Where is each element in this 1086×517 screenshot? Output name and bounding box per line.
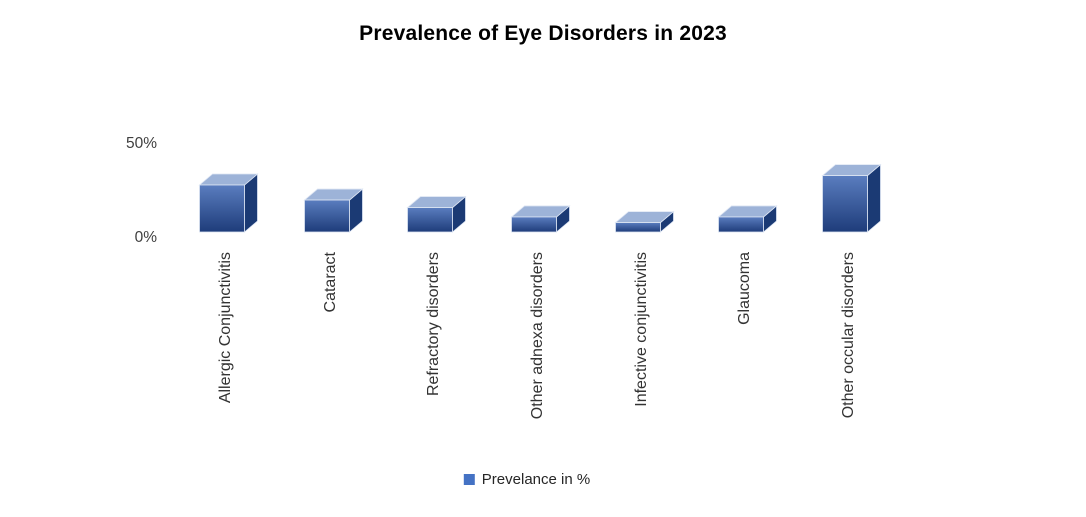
bar-side-face <box>867 163 881 233</box>
x-axis-labels-group: Allergic Conjunctivitis Cataract Refractor… <box>217 251 857 419</box>
x-axis-category-label: Cataract <box>322 251 339 312</box>
bar-3d <box>717 205 778 233</box>
y-axis-tick-label: 50% <box>126 135 157 152</box>
bar-3d <box>614 210 675 233</box>
bar-front-face <box>407 207 453 233</box>
chart-title: Prevalence of Eye Disorders in 2023 <box>359 22 727 45</box>
legend-series-swatch <box>463 474 475 485</box>
bar-front-face <box>615 222 661 233</box>
bar-front-face <box>511 216 557 233</box>
bar-3d <box>406 195 467 233</box>
x-axis-category-label: Refractory disorders <box>425 252 442 396</box>
chart-legend: Prevelance in % <box>462 471 592 488</box>
bar-front-face <box>718 216 764 233</box>
x-axis-category-label: Allergic Conjunctivitis <box>217 252 234 403</box>
bar-front-face <box>199 184 245 233</box>
y-axis-tick-label: 0% <box>135 229 158 246</box>
x-axis-category-label: Other adnexa disorders <box>529 252 546 419</box>
y-axis-ticks-group: 0% 50% <box>126 135 157 246</box>
legend-series-label: Prevelance in % <box>481 471 591 488</box>
bar-front-face <box>822 175 868 233</box>
bar-3d <box>821 163 882 233</box>
bars-group <box>198 163 882 233</box>
bar-3d <box>198 173 259 233</box>
x-axis-category-label: Glaucoma <box>736 252 753 325</box>
x-axis-category-label: Infective conjunctivitis <box>633 252 650 407</box>
bar-front-face <box>304 199 350 233</box>
bar-3d <box>510 205 571 233</box>
x-axis-category-label: Other occular disorders <box>840 252 857 418</box>
bar-3d <box>303 188 364 233</box>
